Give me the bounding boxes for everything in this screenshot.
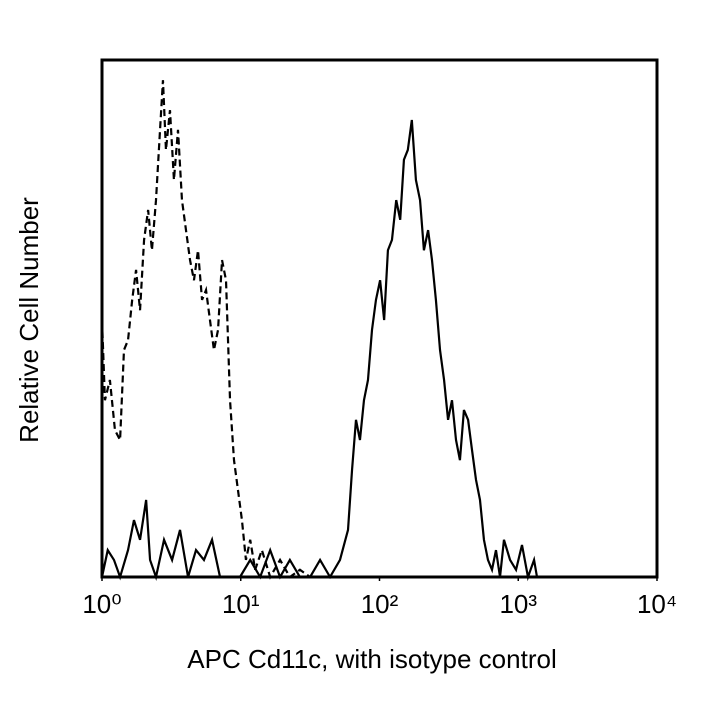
x-tick-label: 10² bbox=[361, 589, 399, 619]
x-tick-label: 10⁰ bbox=[82, 589, 121, 619]
plot-frame bbox=[100, 58, 659, 579]
x-tick-label: 10⁴ bbox=[637, 589, 677, 619]
x-axis-label: APC Cd11c, with isotype control bbox=[187, 644, 556, 674]
x-tick-label: 10³ bbox=[499, 589, 537, 619]
x-tick-label: 10¹ bbox=[222, 589, 260, 619]
series-line bbox=[100, 119, 539, 582]
y-axis-label: Relative Cell Number bbox=[14, 197, 44, 443]
series-line bbox=[100, 80, 311, 580]
